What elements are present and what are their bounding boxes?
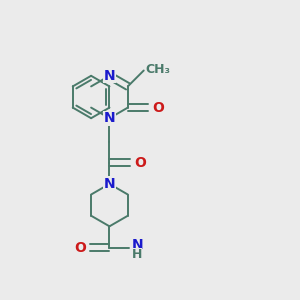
Text: CH₃: CH₃ (145, 62, 170, 76)
Text: H: H (131, 248, 142, 261)
Text: O: O (134, 156, 146, 170)
Text: O: O (74, 241, 86, 254)
Text: N: N (104, 111, 115, 125)
Text: N: N (104, 69, 115, 83)
Text: O: O (152, 100, 164, 115)
Text: N: N (131, 238, 143, 252)
Text: N: N (104, 177, 115, 191)
